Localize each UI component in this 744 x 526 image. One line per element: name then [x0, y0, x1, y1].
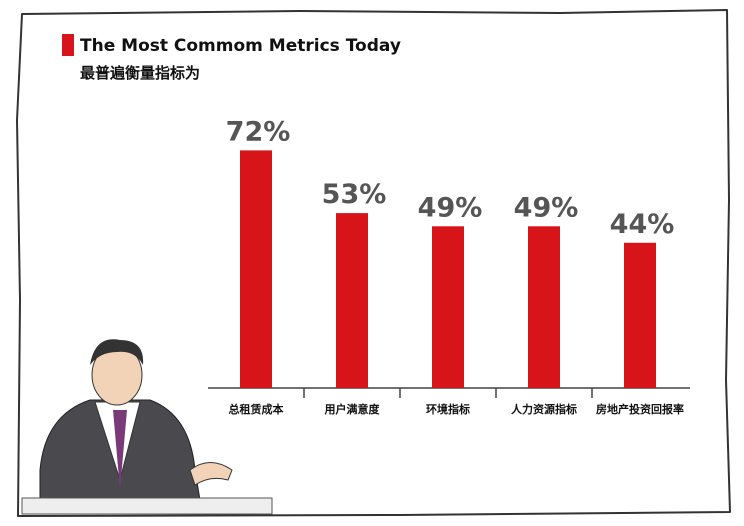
x-tick-label: 房地产投资回报率: [596, 402, 684, 416]
x-tick-label: 人力资源指标: [511, 402, 577, 416]
value-label: 49%: [418, 192, 483, 223]
tie: [113, 410, 127, 490]
hand: [189, 462, 233, 486]
bar: [432, 226, 464, 388]
value-label: 72%: [226, 116, 291, 147]
value-label: 49%: [514, 192, 579, 223]
hair: [90, 339, 144, 365]
bar: [528, 226, 560, 388]
x-tick-label: 总租赁成本: [229, 402, 284, 416]
value-label: 44%: [610, 209, 675, 240]
chart-title: The Most Commom Metrics Today: [80, 36, 401, 56]
bar: [240, 150, 272, 388]
value-label: 53%: [322, 179, 387, 210]
bar: [624, 242, 656, 388]
chart-subtitle: 最普遍衡量指标为: [80, 64, 200, 82]
desk: [21, 497, 273, 515]
x-tick-label: 环境指标: [426, 402, 470, 416]
frame: [16, 9, 731, 517]
x-tick-label: 用户满意度: [325, 402, 381, 416]
person-illustration: [21, 339, 273, 515]
title-marker: [62, 34, 74, 56]
bar: [336, 213, 368, 388]
